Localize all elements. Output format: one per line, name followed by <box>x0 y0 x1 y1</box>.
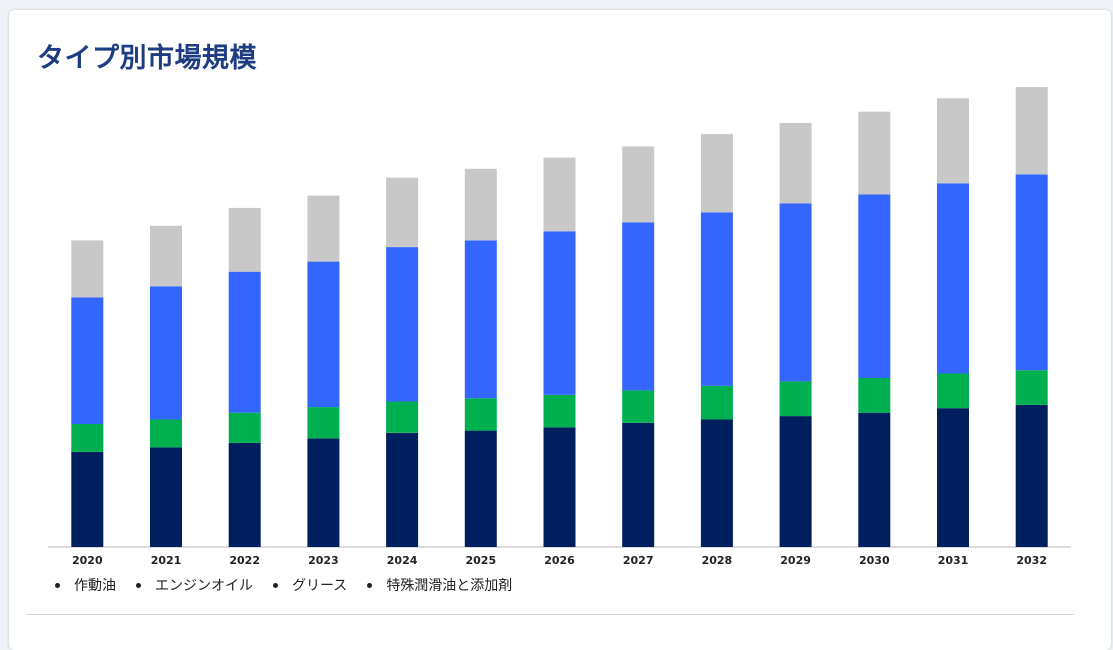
bar-segment-2032-series-0 <box>1015 404 1048 547</box>
bar-segment-2023-series-1 <box>307 407 340 439</box>
bar-segment-2032-series-2 <box>1015 174 1048 371</box>
legend-bullet-icon <box>136 582 141 588</box>
stacked-bar-chart: 2020 2021 2022 2023 2024 2025 2026 2027 2028 2029… <box>48 87 1071 567</box>
bar-segment-2020-series-1 <box>71 423 104 452</box>
x-tick-label: 2026 <box>544 554 575 567</box>
x-tick-label: 2021 <box>151 554 182 567</box>
x-tick-label: 2032 <box>1016 554 1047 567</box>
bar-segment-2020-series-2 <box>71 297 104 424</box>
legend-label: 特殊潤滑油と添加剤 <box>386 578 513 594</box>
legend-item: グリース <box>273 575 347 595</box>
bar-segment-2029-series-0 <box>779 416 812 547</box>
bar-segment-2022-series-2 <box>228 271 261 413</box>
legend-item: エンジンオイル <box>136 575 253 595</box>
bottom-divider <box>26 614 1074 615</box>
bar-segment-2026-series-1 <box>543 394 576 428</box>
bar-segment-2021-series-1 <box>150 419 182 448</box>
bar-segment-2029-series-3 <box>779 122 812 204</box>
bar-segment-2026-series-3 <box>543 157 576 232</box>
bar-segment-2030-series-0 <box>858 412 891 547</box>
bar-segment-2031-series-1 <box>937 373 969 409</box>
bar-segment-2031-series-2 <box>937 183 969 374</box>
bar-segment-2030-series-1 <box>858 378 891 413</box>
bar-segment-2030-series-3 <box>858 111 891 195</box>
bar-segment-2021-series-3 <box>150 225 182 287</box>
bar-segment-2025-series-3 <box>464 168 497 241</box>
bar-segment-2022-series-0 <box>228 442 261 547</box>
bar-segment-2027-series-3 <box>622 146 655 223</box>
bar-segment-2023-series-0 <box>307 438 340 547</box>
x-tick-label: 2025 <box>465 554 496 567</box>
bar-segment-2028-series-2 <box>700 212 733 386</box>
x-tick-label: 2024 <box>387 554 418 567</box>
bar-segment-2025-series-1 <box>464 398 497 431</box>
x-tick-label: 2029 <box>780 554 811 567</box>
legend-item: 作動油 <box>55 575 116 595</box>
bar-segment-2027-series-0 <box>622 422 655 547</box>
bar-segment-2023-series-2 <box>307 261 340 408</box>
bar-segment-2020-series-0 <box>71 451 104 547</box>
x-tick-label: 2030 <box>859 554 890 567</box>
bar-segment-2022-series-1 <box>228 412 261 443</box>
bar-segment-2028-series-3 <box>700 134 733 213</box>
bar-segment-2032-series-1 <box>1015 370 1048 405</box>
bar-segment-2029-series-1 <box>779 381 812 417</box>
legend-item: 特殊潤滑油と添加剤 <box>367 575 512 595</box>
bar-segment-2026-series-0 <box>543 427 576 547</box>
bar-segment-2021-series-2 <box>150 286 182 420</box>
x-tick-label: 2023 <box>308 554 339 567</box>
bar-segment-2026-series-2 <box>543 231 576 395</box>
bar-segment-2023-series-3 <box>307 195 340 262</box>
bar-segment-2027-series-1 <box>622 390 655 423</box>
bar-segment-2022-series-3 <box>228 207 261 272</box>
x-tick-label: 2022 <box>229 554 260 567</box>
bar-segment-2024-series-1 <box>386 401 419 433</box>
bar-segment-2028-series-1 <box>700 385 733 420</box>
bar-segment-2027-series-2 <box>622 222 655 391</box>
legend-label: グリース <box>292 578 348 594</box>
bar-segment-2030-series-2 <box>858 194 891 378</box>
legend-label: 作動油 <box>74 578 116 594</box>
bar-segment-2025-series-2 <box>464 240 497 399</box>
bar-segment-2025-series-0 <box>464 430 497 547</box>
bar-segment-2031-series-3 <box>937 98 969 184</box>
legend-label: エンジンオイル <box>155 578 253 594</box>
bar-segment-2029-series-2 <box>779 203 812 382</box>
x-tick-label: 2020 <box>72 554 103 567</box>
bar-segment-2028-series-0 <box>700 419 733 547</box>
bar-segment-2021-series-0 <box>150 447 182 547</box>
legend-bullet-icon <box>367 582 373 588</box>
x-tick-label: 2027 <box>623 554 654 567</box>
legend-bullet-icon <box>273 582 278 588</box>
chart-legend: 作動油 エンジンオイル グリース 特殊潤滑油と添加剤 <box>55 575 532 595</box>
bar-segment-2024-series-0 <box>386 432 419 547</box>
chart-title: タイプ別市場規模 <box>37 43 257 74</box>
bar-segment-2024-series-3 <box>386 177 419 248</box>
x-tick-label: 2028 <box>702 554 733 567</box>
x-tick-label: 2031 <box>938 554 969 567</box>
bar-segment-2020-series-3 <box>71 240 104 298</box>
legend-bullet-icon <box>55 582 60 588</box>
bar-segment-2032-series-3 <box>1015 87 1048 175</box>
bar-segment-2031-series-0 <box>937 408 969 547</box>
bar-segment-2024-series-2 <box>386 247 419 402</box>
